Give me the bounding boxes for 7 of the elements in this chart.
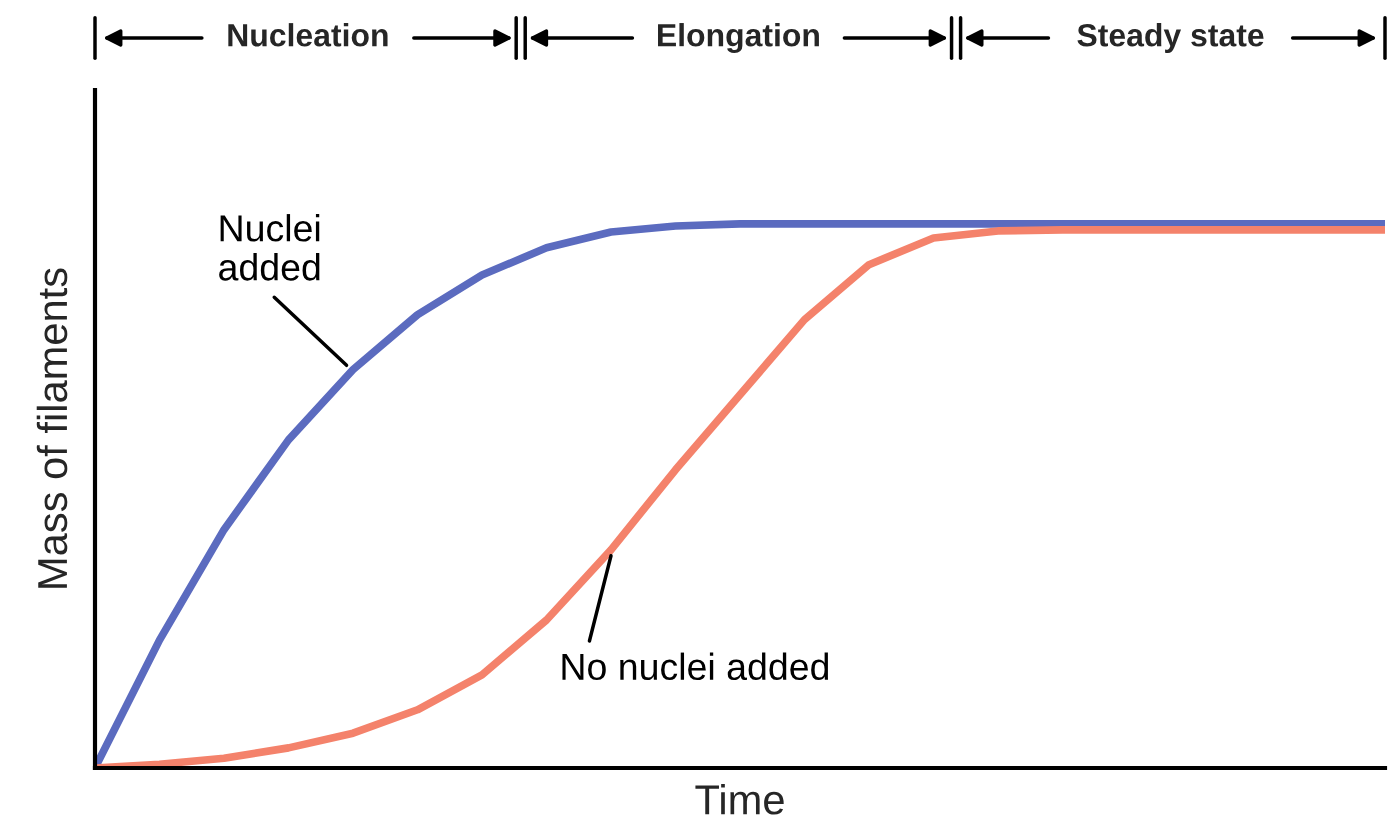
x-axis-title: Time xyxy=(695,783,784,815)
text: Steady state xyxy=(1077,23,1264,53)
text: Nuclei added xyxy=(219,214,320,281)
text: Nucleation xyxy=(228,23,388,47)
series-label: No nuclei added xyxy=(562,652,829,681)
text: Elongation xyxy=(658,23,819,53)
y-axis-title: Mass of filaments xyxy=(36,268,68,588)
